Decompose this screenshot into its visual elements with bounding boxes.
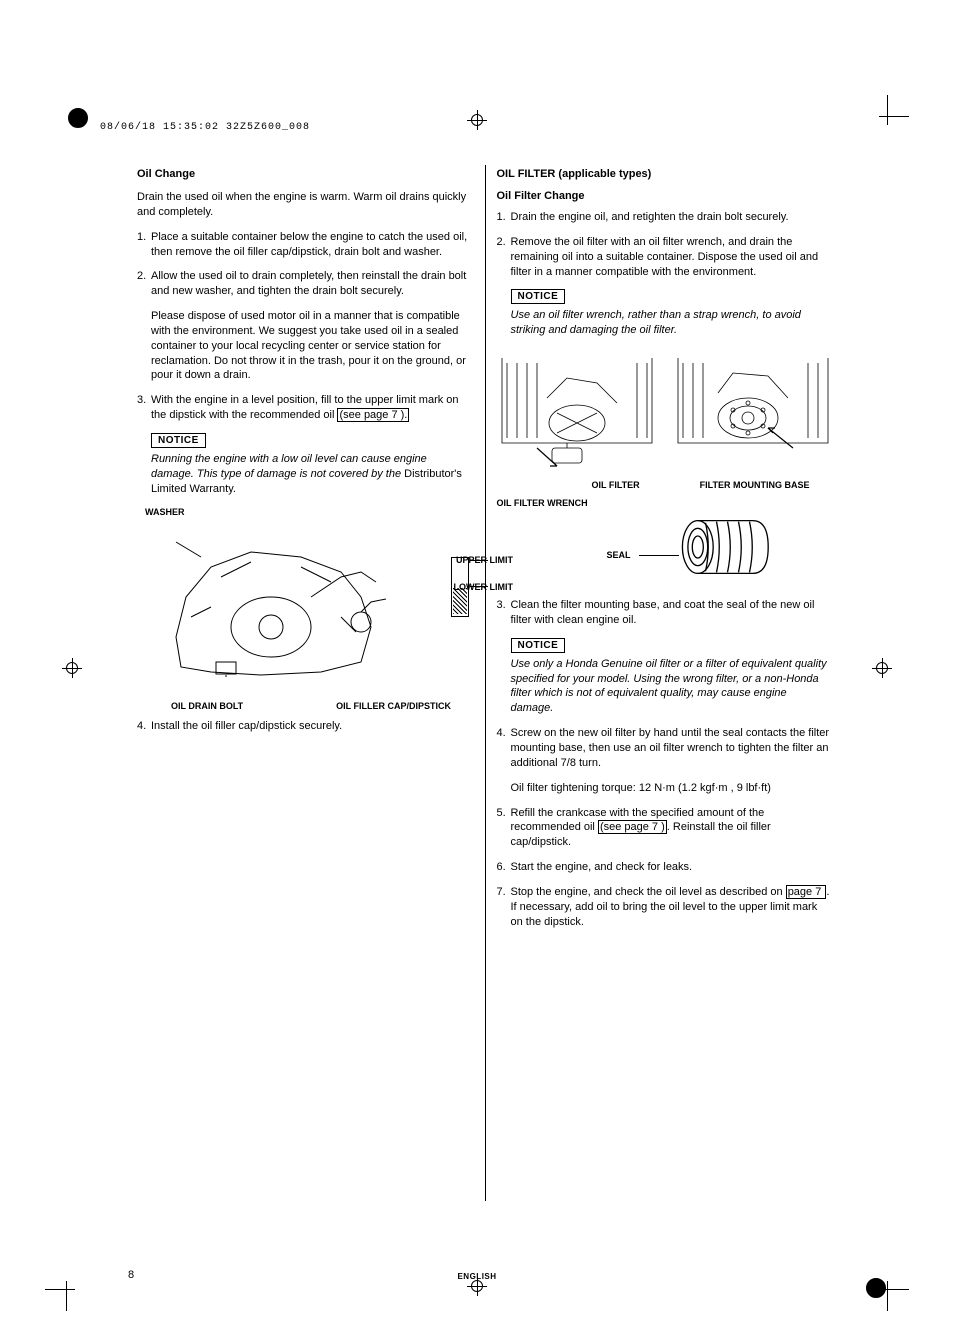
filter-step2: 2.Remove the oil filter with an oil filt… [497, 235, 833, 280]
label-lower-limit: LOWER LIMIT [454, 582, 514, 592]
left-column: Oil Change Drain the used oil when the e… [125, 160, 485, 1256]
torque-spec: Oil filter tightening torque: 12 N·m (1.… [511, 781, 833, 796]
oil-change-step1: 1.Place a suitable container below the e… [137, 230, 473, 260]
step-text: Install the oil filler cap/dipstick secu… [151, 720, 342, 732]
step-text: Remove the oil filter with an oil filter… [511, 236, 819, 278]
filter-step5: 5.Refill the crankcase with the specifie… [497, 806, 833, 851]
step-text: Drain the engine oil, and retighten the … [511, 211, 789, 223]
oil-change-title: Oil Change [137, 168, 473, 180]
oil-filter-title: OIL FILTER (applicable types) [497, 168, 833, 180]
label-mounting-base: FILTER MOUNTING BASE [700, 480, 810, 490]
content-area: Oil Change Drain the used oil when the e… [125, 160, 844, 1256]
label-filler-cap: OIL FILLER CAP/DIPSTICK [336, 701, 451, 711]
notice-box: NOTICE [151, 433, 206, 448]
dispose-note: Please dispose of used motor oil in a ma… [151, 309, 473, 383]
step-text: Place a suitable container below the eng… [151, 231, 467, 258]
step-text: Start the engine, and check for leaks. [511, 861, 693, 873]
step-text: Allow the used oil to drain completely, … [151, 270, 466, 297]
filter-diagram-left [497, 348, 657, 478]
page-link[interactable]: (see page 7 ) [598, 820, 667, 834]
crop-dot-tl [68, 108, 88, 128]
engine-diagram: WASHER [151, 507, 473, 711]
oil-change-step4: 4.Install the oil filler cap/dipstick se… [137, 719, 473, 734]
page-number: 8 [128, 1269, 134, 1281]
filter-diagram-right [673, 348, 833, 478]
label-upper-limit: UPPER LIMIT [456, 555, 513, 565]
notice-genuine: Use only a Honda Genuine oil filter or a… [497, 657, 833, 716]
notice-wrench: Use an oil filter wrench, rather than a … [497, 308, 833, 338]
filter-step6: 6.Start the engine, and check for leaks. [497, 860, 833, 875]
filter-step3: 3.Clean the filter mounting base, and co… [497, 598, 833, 628]
label-seal: SEAL [607, 550, 631, 560]
oil-change-step3: 3.With the engine in a level position, f… [137, 393, 473, 423]
header-timestamp: 08/06/18 15:35:02 32Z5Z600_008 [100, 122, 310, 133]
filter-step4: 4.Screw on the new oil filter by hand un… [497, 726, 833, 795]
oil-change-intro: Drain the used oil when the engine is wa… [137, 190, 473, 220]
label-oil-filter: OIL FILTER [592, 480, 640, 490]
registration-mark-left [62, 658, 82, 678]
label-wrench: OIL FILTER WRENCH [497, 498, 833, 508]
notice-italic: Running the engine with a low oil level … [151, 453, 427, 480]
page-link[interactable]: (see page 7 ). [337, 408, 409, 422]
notice-box: NOTICE [511, 289, 566, 304]
registration-mark-right [872, 658, 892, 678]
oil-change-step2: 2.Allow the used oil to drain completely… [137, 269, 473, 383]
label-washer: WASHER [145, 507, 473, 517]
notice-box: NOTICE [511, 638, 566, 653]
language-label: ENGLISH [457, 1272, 496, 1281]
page-link[interactable]: page 7 [786, 885, 827, 899]
label-drain-bolt: OIL DRAIN BOLT [171, 701, 243, 711]
engine-svg [161, 537, 391, 677]
step-text: Screw on the new oil filter by hand unti… [511, 727, 830, 769]
registration-mark-top [467, 110, 487, 130]
step-text: Stop the engine, and check the oil level… [511, 886, 786, 898]
crop-dot-br [866, 1278, 886, 1298]
step-text: With the engine in a level position, fil… [151, 394, 459, 421]
filter-step1: 1.Drain the engine oil, and retighten th… [497, 210, 833, 225]
step-text: Clean the filter mounting base, and coat… [511, 599, 815, 626]
filter-diagram-row [497, 348, 833, 478]
filter-step7: 7.Stop the engine, and check the oil lev… [497, 885, 833, 930]
seal-diagram: SEAL [667, 508, 787, 588]
oil-filter-sub: Oil Filter Change [497, 190, 833, 202]
dipstick-detail: UPPER LIMIT LOWER LIMIT [429, 557, 491, 617]
notice-low-oil: Running the engine with a low oil level … [137, 452, 473, 497]
right-column: OIL FILTER (applicable types) Oil Filter… [485, 160, 845, 1256]
